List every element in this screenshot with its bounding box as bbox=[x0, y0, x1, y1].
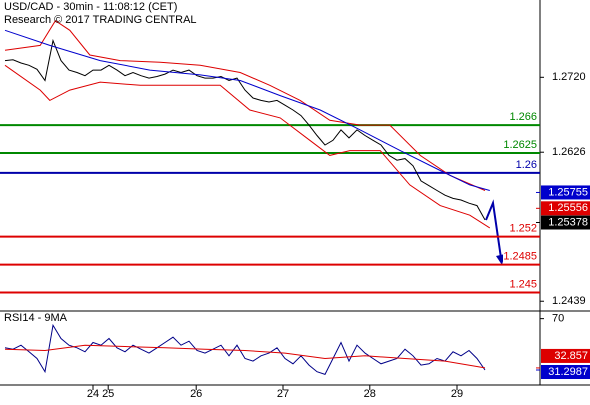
level-label: 1.2625 bbox=[503, 139, 537, 151]
level-label: 1.2485 bbox=[503, 250, 537, 262]
level-label-bg bbox=[503, 278, 539, 291]
marker-box bbox=[541, 215, 590, 230]
series-line bbox=[4, 29, 490, 191]
level-label: 1.245 bbox=[509, 278, 537, 290]
series-line bbox=[4, 19, 486, 191]
marker-box bbox=[541, 201, 590, 216]
marker-label: 1.25378 bbox=[548, 216, 588, 228]
y-tick-label: 1.2720 bbox=[552, 71, 586, 83]
series-line bbox=[4, 323, 486, 376]
y-tick-label: 1.2439 bbox=[552, 295, 586, 307]
marker-box bbox=[541, 185, 590, 200]
chart-title: USD/CAD - 30min - 11:08:12 (CET) bbox=[4, 1, 177, 13]
level-label-bg bbox=[503, 222, 539, 235]
series-line bbox=[4, 38, 486, 221]
level-label-bg bbox=[503, 158, 539, 171]
forecast-arrow bbox=[485, 199, 502, 259]
level-label: 1.252 bbox=[509, 223, 537, 235]
marker-box bbox=[541, 365, 590, 380]
marker-label: 31.2987 bbox=[548, 366, 588, 378]
x-tick-label: 24 bbox=[87, 388, 99, 400]
marker-box bbox=[541, 348, 590, 363]
forecast-arrowhead bbox=[496, 254, 505, 265]
level-label-bg bbox=[503, 111, 539, 124]
y-tick-label: 1.2626 bbox=[552, 146, 586, 158]
rsi-title: RSI14 - 9MA bbox=[4, 312, 68, 324]
x-tick-label: 29 bbox=[451, 388, 463, 400]
marker-label: 1.25556 bbox=[548, 202, 588, 214]
level-label-bg bbox=[503, 139, 539, 152]
x-tick-label: 26 bbox=[190, 388, 202, 400]
level-label-bg bbox=[503, 250, 539, 263]
x-tick-label: 25 bbox=[102, 388, 114, 400]
x-tick-label: 27 bbox=[277, 388, 289, 400]
chart-subtitle: Research © 2017 TRADING CENTRAL bbox=[4, 14, 197, 26]
plot-layer: 1.2439 1.2626 1.2720 1.266 1.2625 1.26 1.252 1.… bbox=[0, 19, 590, 400]
x-tick-label: 28 bbox=[364, 388, 376, 400]
y-tick-label: 70 bbox=[552, 313, 564, 325]
marker-label: 1.25755 bbox=[548, 186, 588, 198]
marker-label: 32.857 bbox=[554, 350, 588, 362]
series-line bbox=[4, 344, 486, 369]
level-label: 1.266 bbox=[509, 111, 537, 123]
series-line bbox=[4, 64, 491, 229]
level-label: 1.26 bbox=[516, 159, 537, 171]
